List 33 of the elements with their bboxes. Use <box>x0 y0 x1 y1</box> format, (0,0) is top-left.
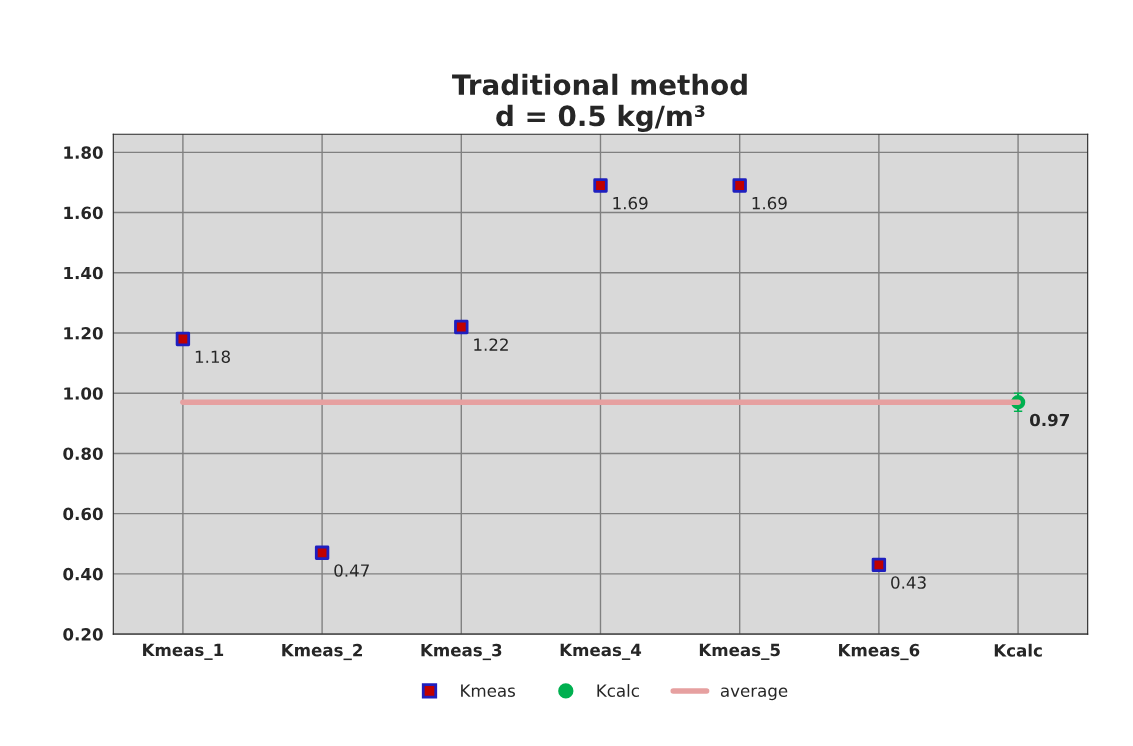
x-tick-label: Kcalc <box>994 643 1042 657</box>
data-label: 0.97 <box>1029 413 1069 427</box>
y-tick-label: 1.80 <box>64 146 103 159</box>
data-label: 1.69 <box>613 196 648 210</box>
data-label: 1.18 <box>195 350 230 364</box>
y-tick-label: 1.40 <box>64 266 103 280</box>
point <box>175 331 191 347</box>
point <box>732 178 747 193</box>
legend-label: Kcalc <box>597 684 639 697</box>
y-tick-label: 1.60 <box>64 206 103 220</box>
data-label: 0.47 <box>334 564 369 577</box>
y-tick-label: 1.00 <box>64 387 103 400</box>
data-label: 1.22 <box>474 338 508 351</box>
y-tick-label: 0.40 <box>63 567 103 581</box>
legend-label: Kmeas <box>461 684 515 697</box>
chart-title: Traditional method d = 0.5 kg/m³ <box>452 73 747 132</box>
data-label: 1.69 <box>752 196 787 210</box>
x-tick-label: Kmeas_2 <box>282 643 362 661</box>
data-label: 0.43 <box>891 576 926 589</box>
legend-label: average <box>720 687 788 701</box>
point <box>871 557 887 573</box>
x-tick-label: Kmeas_3 <box>421 643 502 661</box>
x-tick-label: Kmeas_1 <box>143 643 224 660</box>
y-tick-label: 0.20 <box>63 628 103 641</box>
x-tick-label: Kmeas_6 <box>839 643 920 661</box>
x-tick-label: Kmeas_4 <box>560 643 642 660</box>
x-tick-label: Kmeas_5 <box>699 643 780 660</box>
y-tick-label: 1.20 <box>64 326 103 340</box>
point <box>454 319 469 335</box>
y-tick-label: 0.60 <box>63 507 103 521</box>
point <box>593 178 608 193</box>
point <box>314 545 330 560</box>
y-tick-label: 0.80 <box>63 447 103 461</box>
